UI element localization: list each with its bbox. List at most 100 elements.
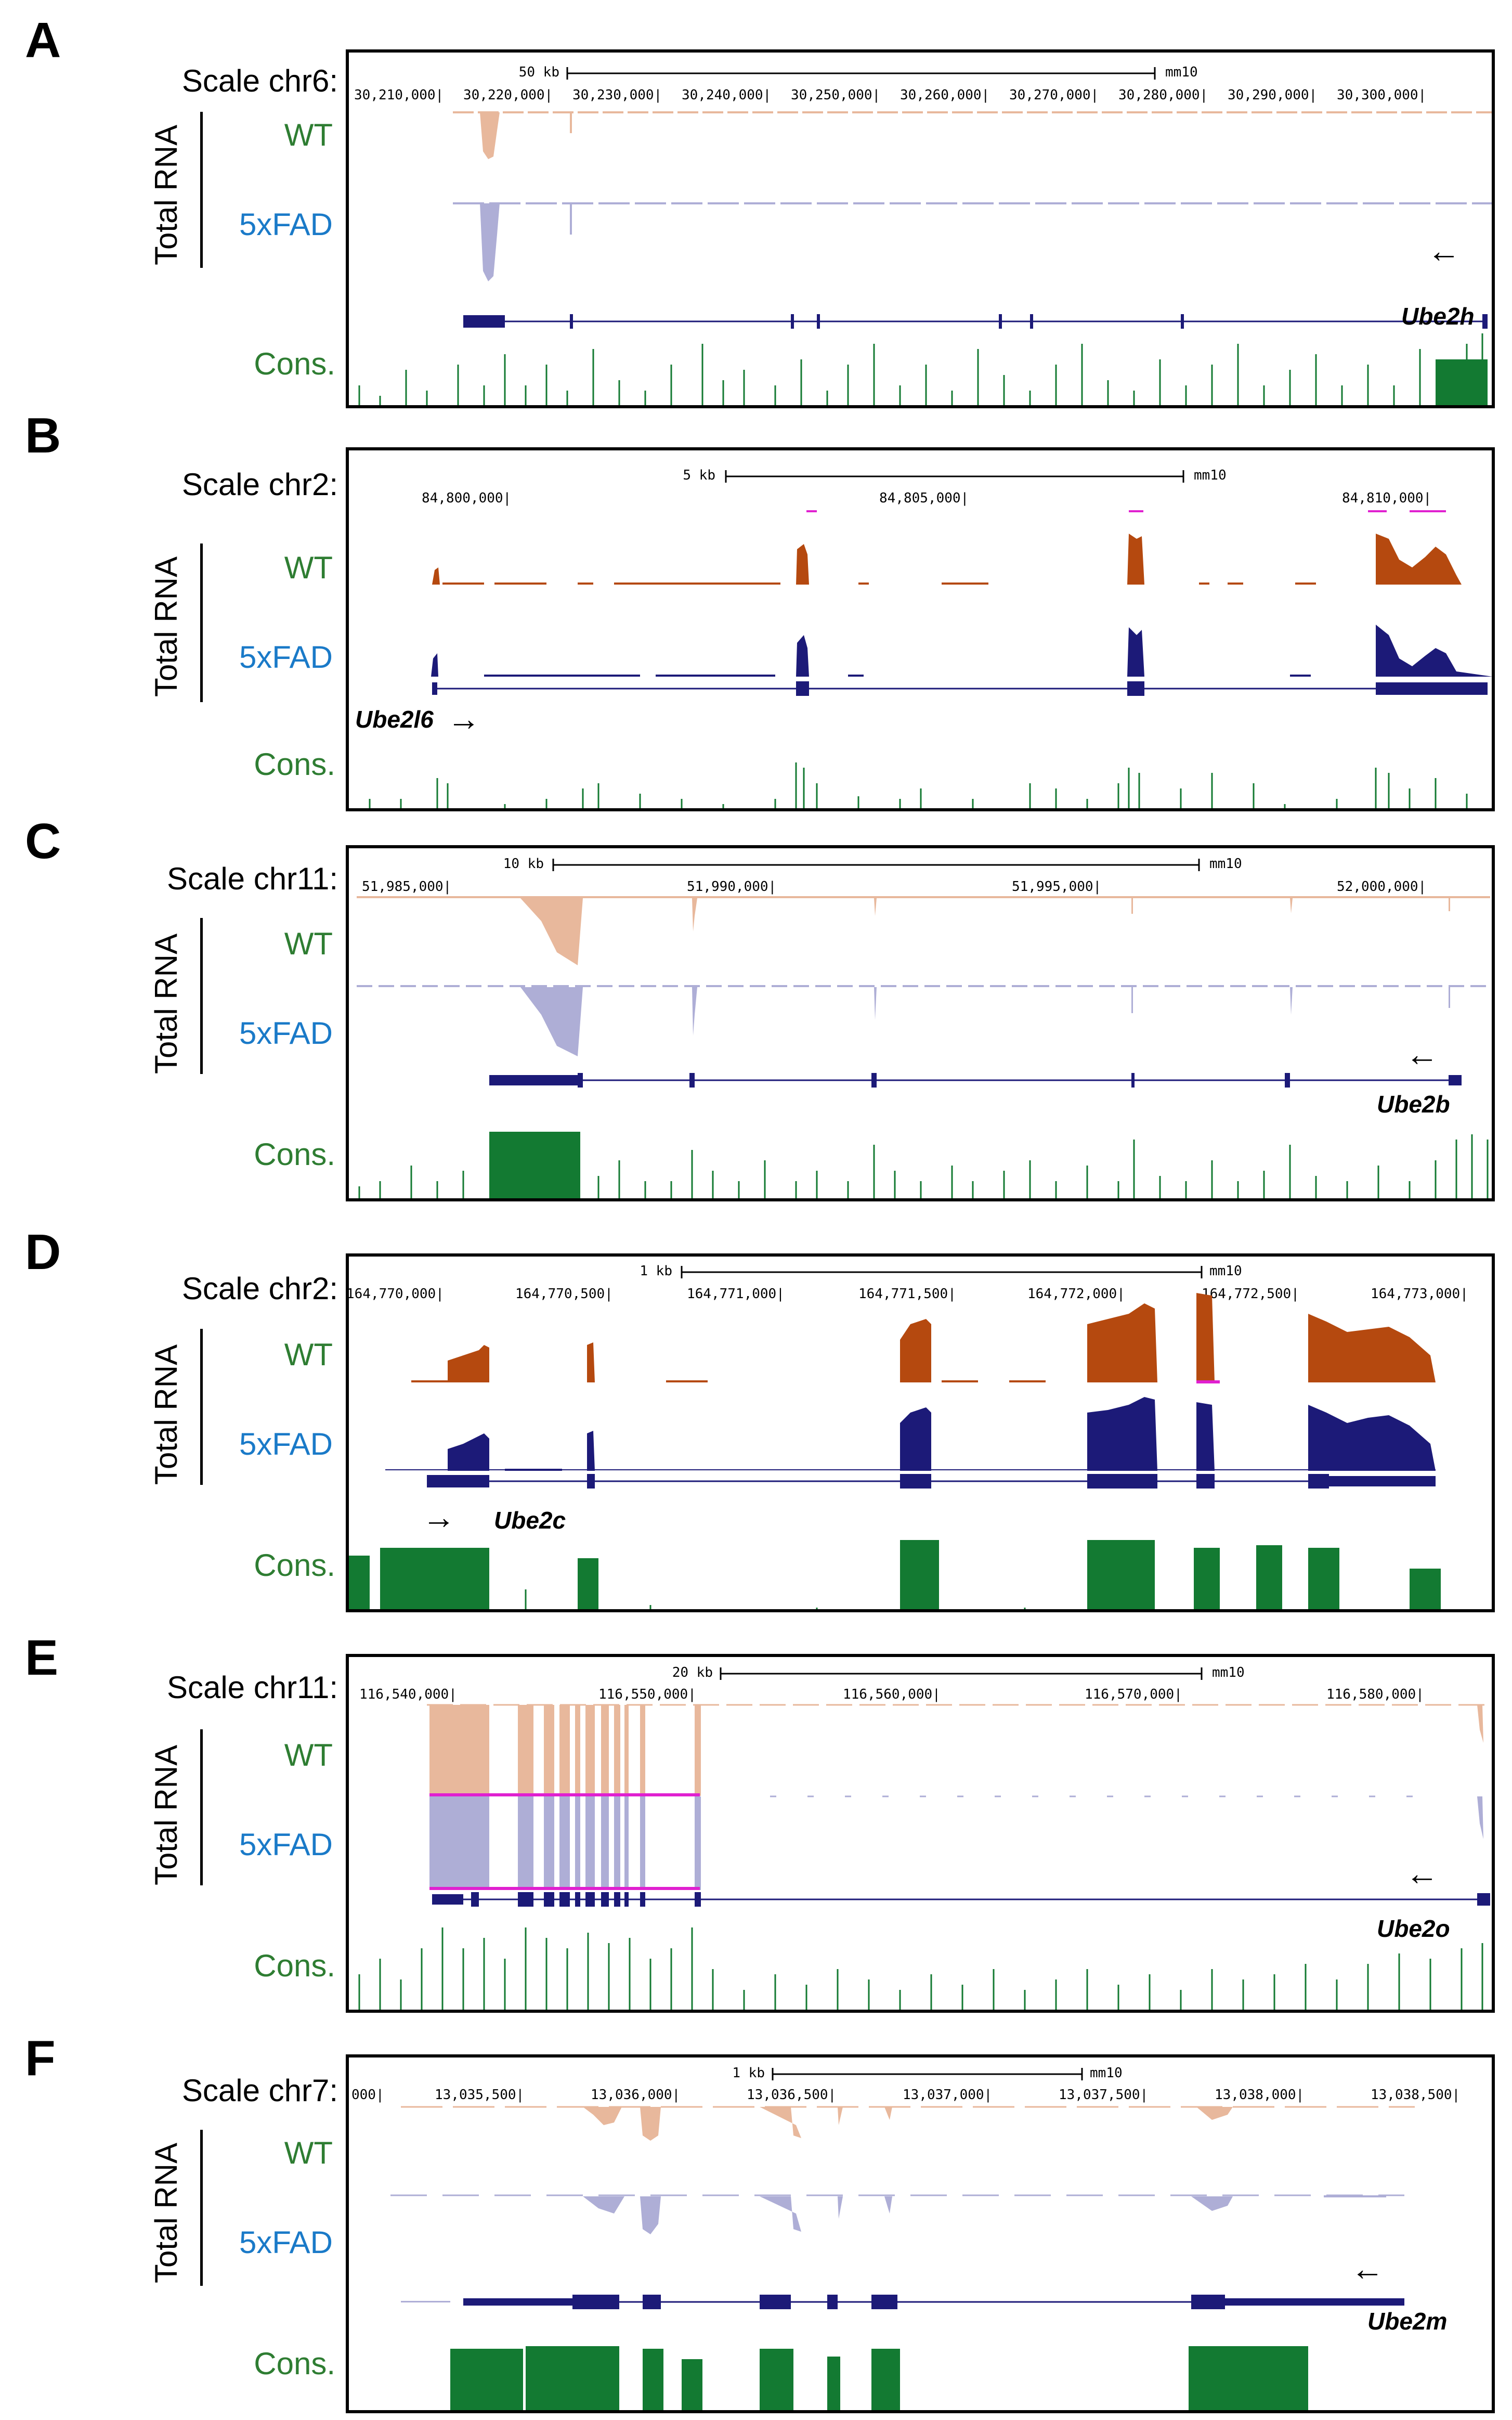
- coord-tick: 116,580,000|: [1326, 1687, 1424, 1702]
- total-rna-label: Total RNA: [149, 1744, 184, 1885]
- scale-bar: 1 kb mm10: [732, 2065, 1122, 2081]
- browser-tracks: 50 kb mm10 30,210,000| 30,220,000| 30,23…: [354, 64, 1492, 405]
- conservation-track: [450, 2346, 1308, 2410]
- scale-label: Scale chr6:: [181, 63, 338, 98]
- browser-tracks: 10 kb mm10 51,985,000| 51,990,000| 51,99…: [357, 856, 1490, 1198]
- total-rna-label: Total RNA: [149, 2142, 184, 2283]
- panel-letter: B: [25, 408, 61, 463]
- wt-label: WT: [284, 550, 333, 585]
- panel-f: F Scale chr7: WT 5xFAD Cons. Total RNA 1…: [0, 2034, 1512, 2418]
- browser-tracks: 1 kb mm10 164,770,000| 164,770,500| 164,…: [349, 1263, 1468, 1609]
- cons-label: Cons.: [254, 747, 335, 782]
- coord-tick: 164,770,500|: [515, 1286, 613, 1302]
- coord-tick: 116,550,000|: [598, 1687, 696, 1702]
- panel-letter: A: [25, 12, 61, 68]
- coord-tick: 84,800,000|: [422, 490, 511, 506]
- gene-name: Ube2b: [1377, 1091, 1450, 1118]
- gene-name: Ube2h: [1401, 303, 1475, 330]
- panel-c: C Scale chr11: WT 5xFAD Cons. Total RNA …: [0, 817, 1512, 1212]
- genome-browser-view: 5 kb mm10 84,800,000| 84,805,000| 84,810…: [346, 447, 1495, 811]
- 5xfad-label: 5xFAD: [239, 207, 333, 242]
- coord-tick: 13,036,500|: [747, 2087, 836, 2103]
- track-bracket: [200, 918, 203, 1074]
- scale-bar-length: 20 kb: [672, 1665, 713, 1680]
- panel-e: E Scale chr11: WT 5xFAD Cons. Total RNA …: [0, 1633, 1512, 2028]
- track-bracket: [200, 2130, 203, 2286]
- browser-tracks: 1 kb mm10 000| 13,035,500| 13,036,000| 1…: [351, 2065, 1460, 2410]
- coord-tick: 30,290,000|: [1228, 87, 1317, 103]
- scale-label: Scale chr2:: [181, 1271, 338, 1306]
- coord-tick: 52,000,000|: [1337, 879, 1426, 895]
- gene-name: Ube2o: [1377, 1915, 1450, 1942]
- coord-tick: 30,280,000|: [1118, 87, 1208, 103]
- panel-a: A Scale chr6: WT 5xFAD Cons. Total RNA 5…: [0, 16, 1512, 411]
- coord-tick: 164,770,000|: [349, 1286, 444, 1302]
- scale-bar-length: 5 kb: [683, 468, 715, 483]
- 5xfad-label: 5xFAD: [239, 2225, 333, 2260]
- wt-label: WT: [284, 1738, 333, 1772]
- genome-browser-view: 1 kb mm10 164,770,000| 164,770,500| 164,…: [346, 1253, 1495, 1612]
- gene-name: Ube2m: [1367, 2308, 1448, 2335]
- assembly-label: mm10: [1090, 2065, 1123, 2081]
- panel-letter: F: [25, 2030, 56, 2086]
- coord-tick: 30,270,000|: [1009, 87, 1099, 103]
- strand-arrow-left-icon: ←: [1427, 232, 1461, 269]
- coord-tick: 13,038,500|: [1371, 2087, 1460, 2103]
- assembly-label: mm10: [1165, 64, 1198, 80]
- 5xfad-coverage-track: [453, 202, 1492, 281]
- coord-tick: 51,985,000|: [362, 879, 451, 895]
- conservation-track: [358, 333, 1488, 405]
- panel-d: D Scale chr2: WT 5xFAD Cons. Total RNA 1…: [0, 1227, 1512, 1623]
- coord-tick: 164,773,000|: [1371, 1286, 1468, 1302]
- coordinate-axis: 51,985,000| 51,990,000| 51,995,000| 52,0…: [362, 879, 1426, 895]
- panel-letter: C: [25, 813, 61, 869]
- coordinate-axis: 84,800,000| 84,805,000| 84,810,000|: [422, 490, 1446, 512]
- scale-bar: 20 kb mm10: [672, 1665, 1245, 1680]
- coord-tick: 13,036,000|: [591, 2087, 680, 2103]
- wt-label: WT: [284, 1337, 333, 1372]
- coord-tick: 13,037,500|: [1059, 2087, 1148, 2103]
- assembly-label: mm10: [1194, 468, 1227, 483]
- wt-coverage-track: [401, 2106, 1415, 2141]
- track-bracket: [200, 1729, 203, 1885]
- strand-arrow-left-icon: ←: [1405, 1855, 1439, 1892]
- assembly-label: mm10: [1209, 856, 1242, 872]
- browser-tracks: 20 kb mm10 116,540,000| 116,550,000| 116…: [358, 1665, 1490, 2010]
- coord-tick: 116,540,000|: [359, 1687, 457, 1702]
- cons-label: Cons.: [254, 2346, 335, 2381]
- 5xfad-coverage-track: [385, 1397, 1436, 1471]
- coord-tick: 30,250,000|: [791, 87, 880, 103]
- gene-name: Ube2c: [494, 1507, 566, 1534]
- 5xfad-coverage-track: [390, 2194, 1404, 2234]
- coord-tick: 84,810,000|: [1342, 490, 1431, 506]
- scale-bar: 50 kb mm10: [519, 64, 1198, 80]
- wt-coverage-track: [453, 111, 1492, 159]
- gene-model: [401, 2295, 1404, 2309]
- coord-tick: 51,990,000|: [687, 879, 776, 895]
- wt-label: WT: [284, 118, 333, 152]
- coord-tick: 000|: [351, 2087, 384, 2103]
- cons-label: Cons.: [254, 1548, 335, 1583]
- scale-bar: 5 kb mm10: [683, 468, 1226, 483]
- conservation-track: [358, 1927, 1483, 2010]
- 5xfad-label: 5xFAD: [239, 1427, 333, 1461]
- total-rna-label: Total RNA: [149, 124, 184, 265]
- assembly-label: mm10: [1212, 1665, 1245, 1680]
- cons-label: Cons.: [254, 346, 335, 381]
- coord-tick: 30,240,000|: [682, 87, 771, 103]
- wt-label: WT: [284, 926, 333, 961]
- coord-tick: 30,230,000|: [572, 87, 662, 103]
- gene-model: [463, 314, 1488, 329]
- cons-label: Cons.: [254, 1137, 335, 1172]
- coord-tick: 164,772,500|: [1202, 1286, 1299, 1302]
- 5xfad-coverage-track: [414, 625, 1492, 677]
- 5xfad-coverage-track: [429, 1793, 1483, 1890]
- coord-tick: 30,300,000|: [1337, 87, 1426, 103]
- scale-label: Scale chr7:: [181, 2073, 338, 2108]
- coordinate-axis: 000| 13,035,500| 13,036,000| 13,036,500|…: [351, 2087, 1460, 2103]
- coord-tick: 116,560,000|: [843, 1687, 941, 1702]
- gene-model: [489, 1073, 1462, 1088]
- coord-tick: 84,805,000|: [879, 490, 969, 506]
- scale-bar: 10 kb mm10: [503, 856, 1242, 872]
- total-rna-label: Total RNA: [149, 1344, 184, 1485]
